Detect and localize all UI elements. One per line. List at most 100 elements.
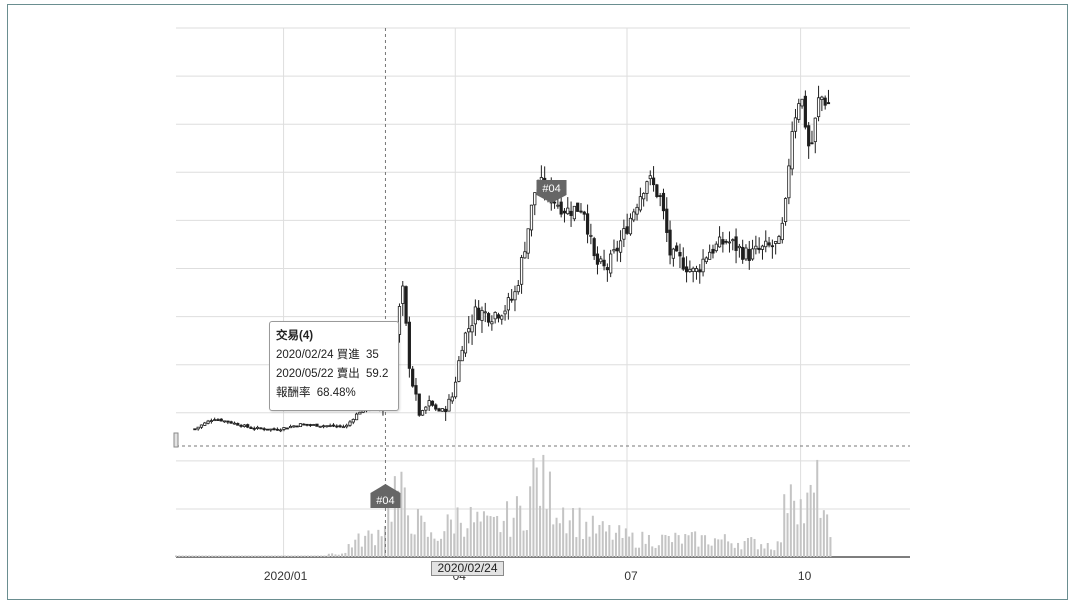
volume-bar bbox=[578, 507, 581, 557]
candle-body bbox=[572, 205, 576, 220]
candle-body bbox=[288, 426, 293, 429]
volume-bar bbox=[506, 501, 509, 557]
volume-bar bbox=[667, 536, 670, 557]
volume-bar bbox=[370, 533, 373, 557]
candle-body bbox=[411, 368, 415, 387]
volume-bar bbox=[231, 555, 234, 557]
volume-bar bbox=[416, 508, 419, 557]
candle-body bbox=[655, 184, 659, 197]
volume-bar bbox=[720, 539, 723, 557]
volume-bar bbox=[283, 555, 286, 557]
candle-body bbox=[658, 195, 662, 197]
volume-bar bbox=[657, 545, 660, 557]
volume-bar bbox=[707, 544, 710, 557]
volume-bar bbox=[694, 531, 697, 557]
volume-bar bbox=[591, 515, 594, 557]
volume-bar bbox=[595, 533, 598, 557]
volume-bar bbox=[191, 555, 194, 557]
candle-body bbox=[305, 423, 309, 426]
volume-bar bbox=[760, 544, 763, 557]
volume-bar bbox=[453, 533, 456, 557]
volume-bar bbox=[367, 530, 370, 557]
candle-body bbox=[651, 177, 656, 186]
volume-bar bbox=[737, 542, 740, 557]
volume-bar bbox=[628, 536, 631, 557]
volume-bar bbox=[357, 533, 360, 557]
candle-body bbox=[698, 269, 702, 273]
candle-body bbox=[216, 419, 220, 421]
volume-bar bbox=[539, 505, 542, 557]
volume-bar bbox=[331, 553, 334, 557]
volume-bar bbox=[796, 524, 799, 557]
candle-body bbox=[285, 427, 289, 430]
volume-bar bbox=[307, 555, 309, 557]
candle-body bbox=[486, 313, 491, 323]
candle-body bbox=[397, 306, 402, 335]
volume-bar bbox=[297, 555, 300, 557]
volume-bar bbox=[525, 530, 528, 557]
volume-bar bbox=[598, 524, 601, 557]
trade-tooltip: 交易(4) 2020/02/24 買進 35 2020/05/22 賣出 59.… bbox=[269, 321, 399, 411]
volume-bar bbox=[326, 555, 329, 557]
candle-body bbox=[510, 298, 514, 301]
volume-bar bbox=[227, 555, 230, 557]
volume-bar bbox=[420, 515, 423, 557]
volume-bar bbox=[254, 555, 257, 557]
trade-markers[interactable]: #04 #04 bbox=[370, 180, 567, 508]
candle-body bbox=[460, 349, 464, 362]
candle-body bbox=[582, 211, 586, 215]
volume-bar bbox=[337, 554, 340, 557]
candle-body bbox=[741, 246, 745, 260]
volume-bar bbox=[293, 555, 296, 557]
candle-body bbox=[642, 193, 646, 200]
volume-bar bbox=[184, 555, 187, 557]
volume-bar bbox=[809, 484, 812, 557]
candle-body bbox=[602, 259, 606, 267]
volume-bar bbox=[750, 537, 753, 557]
candle-body bbox=[321, 425, 326, 428]
candle-body bbox=[767, 242, 771, 246]
candle-body bbox=[671, 248, 675, 259]
volume-bar bbox=[400, 471, 403, 557]
volume-bar bbox=[423, 521, 426, 557]
candle-body bbox=[648, 175, 652, 180]
candle-body bbox=[774, 241, 778, 244]
volume-bar bbox=[486, 515, 489, 557]
candle-body bbox=[265, 428, 270, 431]
volume-bar bbox=[829, 537, 832, 557]
sell-price: 59.2 bbox=[365, 368, 389, 380]
volume-bar bbox=[786, 513, 789, 557]
candle-body bbox=[678, 252, 682, 257]
candle-body bbox=[275, 428, 279, 431]
volume-bar bbox=[568, 520, 571, 557]
volume-bar bbox=[482, 511, 485, 557]
volume-bar bbox=[677, 535, 680, 557]
volume-bar bbox=[608, 525, 611, 557]
candle-body bbox=[757, 247, 761, 251]
volume-bar bbox=[407, 515, 410, 557]
volume-bar bbox=[198, 555, 201, 557]
volume-bar bbox=[562, 507, 565, 557]
volume-bar bbox=[260, 555, 263, 557]
volume-bar bbox=[740, 549, 743, 557]
volume-bar bbox=[374, 545, 377, 557]
volume-bar bbox=[499, 532, 502, 557]
volume-bar bbox=[624, 528, 627, 557]
volume-bar bbox=[697, 546, 700, 557]
candle-body bbox=[483, 311, 487, 314]
candle-body bbox=[665, 208, 669, 233]
volume-bar bbox=[323, 555, 326, 557]
candle-body bbox=[615, 247, 619, 252]
candle-body bbox=[447, 398, 451, 412]
sell-marker bbox=[536, 180, 567, 203]
candle-body bbox=[358, 411, 362, 415]
volume-bar bbox=[214, 555, 217, 557]
tooltip-buy-row: 2020/02/24 買進 35 bbox=[276, 346, 392, 365]
volume-bar bbox=[700, 535, 703, 557]
candle-body bbox=[519, 257, 524, 285]
volume-bar bbox=[303, 555, 306, 557]
candle-body bbox=[252, 427, 256, 430]
candle-body bbox=[721, 239, 725, 245]
candle-body bbox=[622, 228, 626, 240]
